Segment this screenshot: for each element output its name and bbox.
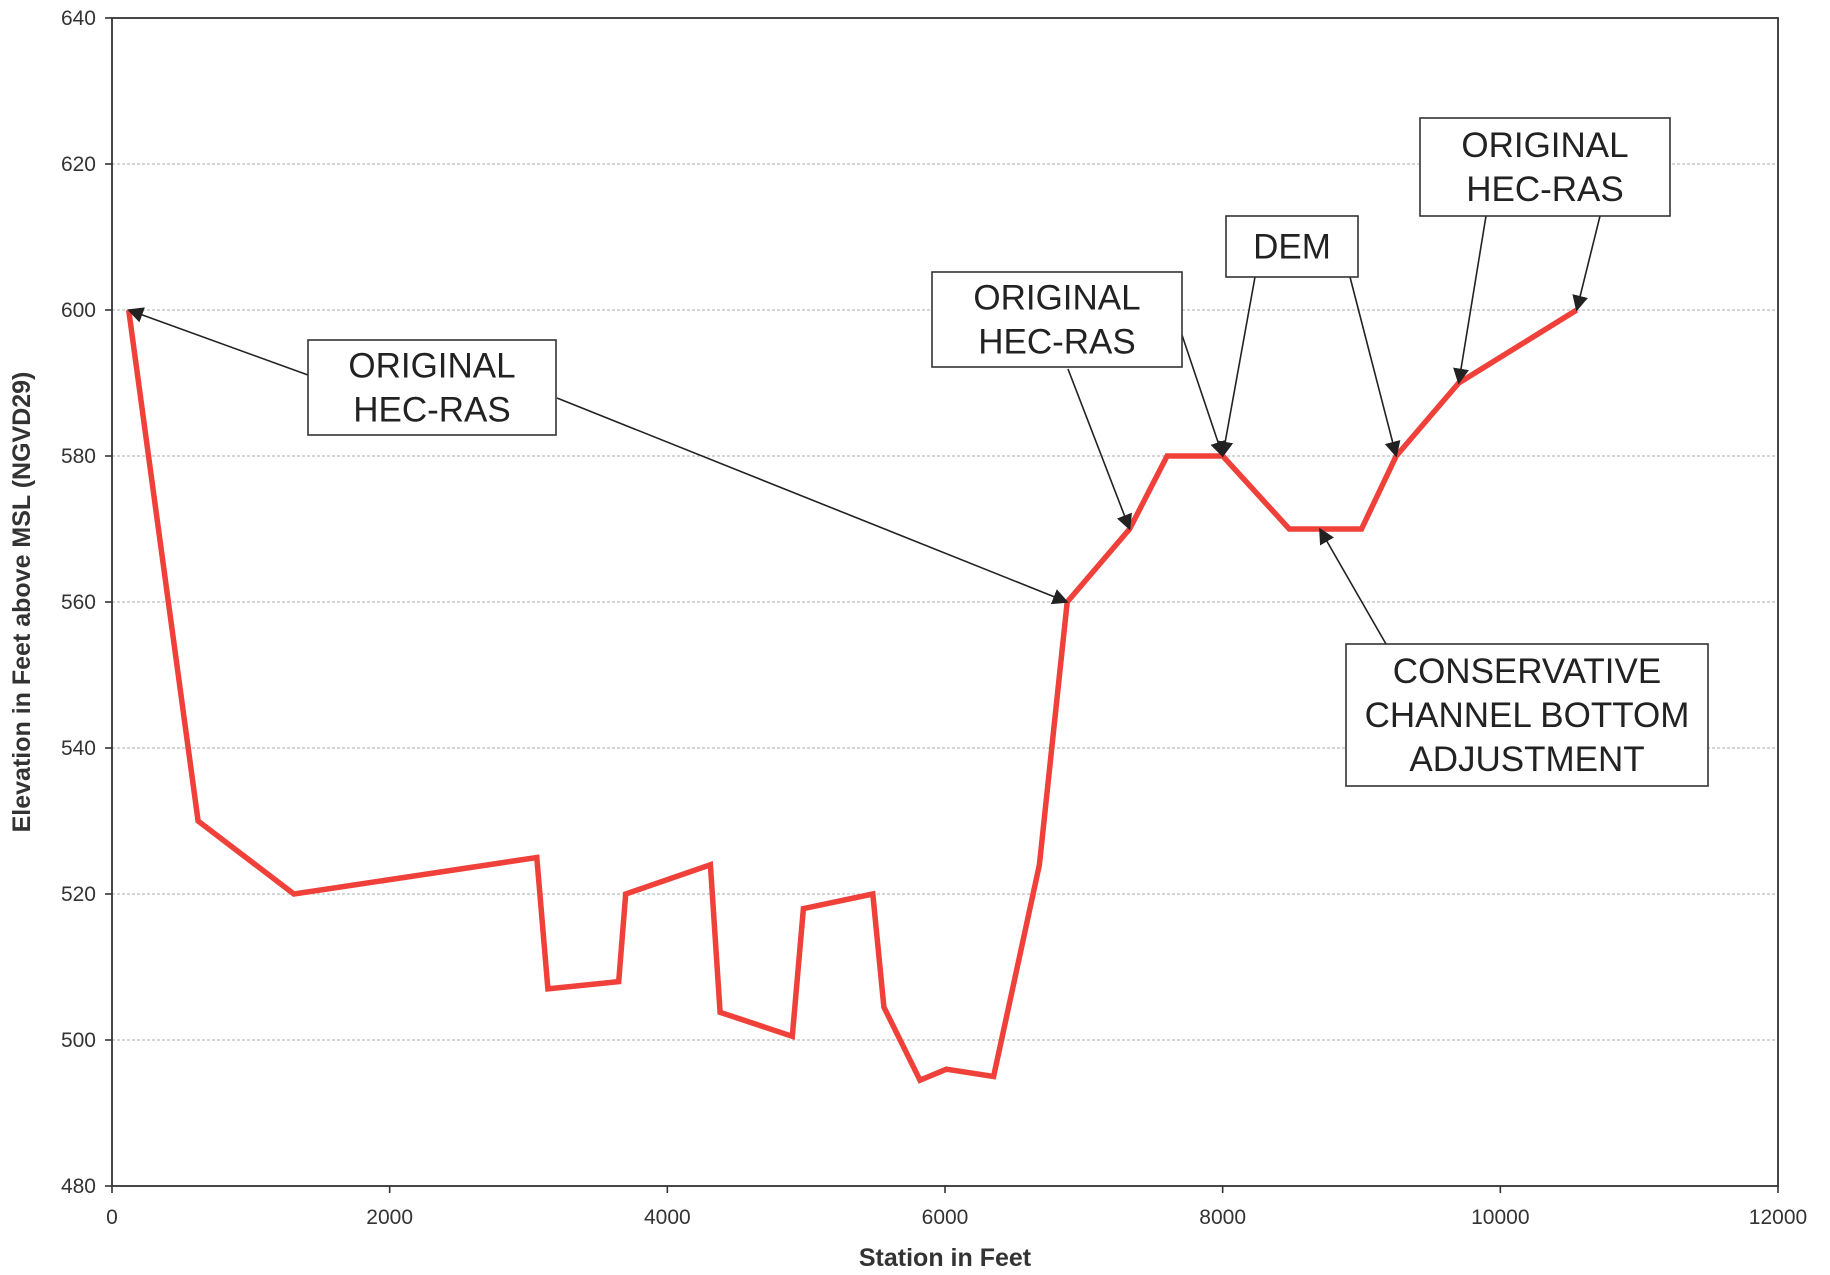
y-tick-label: 480 — [61, 1175, 96, 1198]
annotation-arrow — [1319, 527, 1387, 645]
series-group — [125, 307, 1579, 1084]
annotation-arrow — [1217, 276, 1256, 458]
annotation-arrow — [1067, 368, 1132, 531]
callout-text-line: CONSERVATIVE — [1393, 652, 1661, 691]
y-tick-label: 520 — [61, 883, 96, 906]
callout-original-hecras-right: ORIGINAL HEC-RAS — [1419, 117, 1671, 217]
annotation-arrow — [556, 397, 1069, 605]
callout-text-line: CHANNEL BOTTOM — [1365, 696, 1690, 735]
x-axis-title: Station in Feet — [859, 1244, 1032, 1272]
x-tick-label: 12000 — [1749, 1206, 1807, 1229]
annotation-arrow — [127, 307, 309, 376]
callout-text-line: ORIGINAL — [973, 279, 1140, 318]
callout-text-line: ORIGINAL — [348, 347, 515, 386]
annotation-arrows — [127, 215, 1601, 645]
annotation-arrow — [1181, 334, 1226, 458]
annotation-arrow — [1453, 215, 1487, 385]
y-tick-label: 540 — [61, 737, 96, 760]
callout-text-line: ORIGINAL — [1461, 126, 1628, 165]
callout-text-line: HEC-RAS — [978, 323, 1136, 362]
annotation-arrow — [1349, 276, 1401, 458]
y-tick-label: 500 — [61, 1029, 96, 1052]
callout-original-hecras-left: ORIGINAL HEC-RAS — [307, 339, 557, 436]
x-tick-label: 8000 — [1199, 1206, 1246, 1229]
callout-text-line: HEC-RAS — [1466, 170, 1624, 209]
callout-conservative-adjustment: CONSERVATIVE CHANNEL BOTTOM ADJUSTMENT — [1345, 643, 1709, 787]
y-tick-label: 620 — [61, 153, 96, 176]
axis-ticks: 480 500 520 540 560 580 600 620 640 0 2000 4000 6000… — [61, 7, 1807, 1229]
callout-box — [1345, 643, 1709, 787]
y-tick-label: 580 — [61, 445, 96, 468]
x-tick-label: 0 — [106, 1206, 118, 1229]
callout-text-line: DEM — [1253, 228, 1331, 267]
gridlines — [112, 163, 1778, 1041]
annotation-arrow — [1572, 215, 1601, 312]
y-tick-label: 560 — [61, 591, 96, 614]
x-tick-label: 6000 — [922, 1206, 969, 1229]
annotation-callouts: ORIGINAL HEC-RAS ORIGINAL HEC-RAS DEM ORIGINA… — [307, 117, 1709, 787]
callout-original-hecras-mid: ORIGINAL HEC-RAS — [931, 271, 1183, 368]
callout-text-line: HEC-RAS — [353, 391, 511, 430]
y-tick-label: 600 — [61, 299, 96, 322]
callout-text-line: ADJUSTMENT — [1409, 740, 1644, 779]
x-tick-label: 10000 — [1471, 1206, 1529, 1229]
callout-box — [1225, 215, 1359, 278]
callout-dem: DEM — [1225, 215, 1359, 278]
callout-box — [931, 271, 1183, 368]
callout-box — [307, 339, 557, 436]
y-tick-label: 640 — [61, 7, 96, 30]
series-line — [125, 307, 1579, 1084]
y-axis-title: Elevation in Feet above MSL (NGVD29) — [8, 372, 36, 833]
x-tick-label: 2000 — [366, 1206, 413, 1229]
callout-box — [1419, 117, 1671, 217]
x-tick-label: 4000 — [644, 1206, 691, 1229]
